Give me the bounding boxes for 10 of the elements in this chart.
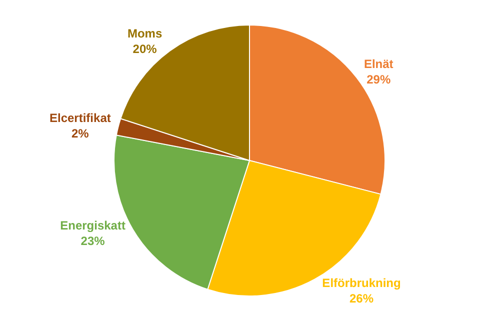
data-label: 26%	[350, 291, 374, 306]
slice-label: Elcertifikat	[49, 111, 111, 126]
data-label: 2%	[72, 126, 90, 141]
data-label: 23%	[80, 234, 106, 248]
slice-label: Elförbrukning	[322, 276, 401, 290]
data-label: 20%	[132, 42, 158, 56]
slice-label: Elnät	[364, 57, 394, 72]
slice-label: Moms	[127, 26, 162, 40]
slice-label: Energiskatt	[60, 218, 126, 233]
data-label: 29%	[366, 72, 391, 87]
